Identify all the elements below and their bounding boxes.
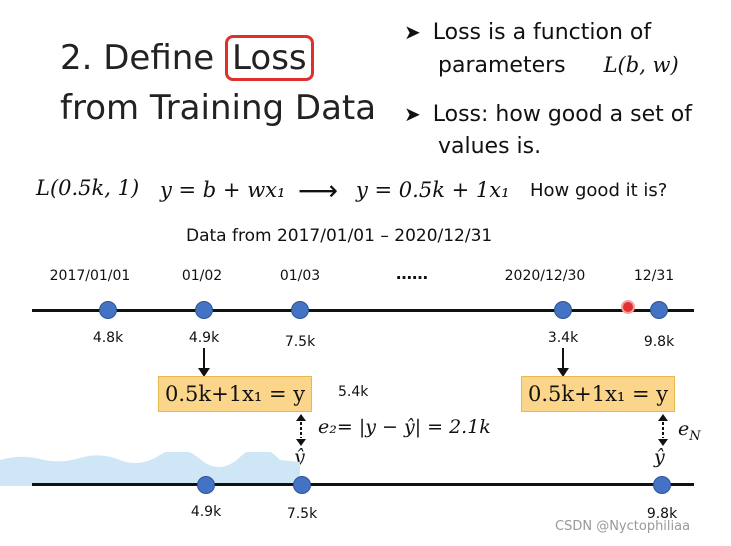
data-point — [554, 301, 572, 319]
data-point — [195, 301, 213, 319]
data-range-label: Data from 2017/01/01 – 2020/12/31 — [186, 226, 493, 246]
bullet-2: ➤ Loss: how good a set of values is. — [404, 98, 724, 163]
bullet-2-line2: values is. — [438, 134, 542, 159]
data-point — [653, 476, 671, 494]
model-prediction-box-left: 0.5k+1x₁ = y — [158, 376, 313, 412]
double-arrow-icon — [296, 414, 306, 446]
how-good-question: How good it is? — [530, 180, 668, 201]
date-label: 12/31 — [633, 268, 675, 284]
bullet-1-line2: parameters — [438, 53, 566, 78]
value-label: 4.8k — [92, 330, 124, 346]
loss-function-formula: L(b, w) — [603, 53, 679, 77]
data-point — [293, 476, 311, 494]
y-hat-label: ŷ — [654, 446, 665, 468]
value-label: 9.8k — [643, 334, 675, 350]
cursor-marker-icon — [621, 300, 635, 314]
bullet-1-line1: Loss is a function of — [432, 20, 652, 45]
bullet-1: ➤ Loss is a function of parameters L(b, w) — [404, 16, 724, 82]
error-en-label: eN — [678, 418, 701, 444]
data-point — [99, 301, 117, 319]
data-point — [291, 301, 309, 319]
right-arrow-icon: ⟶ — [298, 174, 339, 207]
bullet-2-line1: Loss: how good a set of — [432, 102, 692, 127]
value-label: 9.8k — [646, 506, 678, 522]
data-point — [650, 301, 668, 319]
error-en-subscript: N — [689, 428, 701, 444]
date-label: 2020/12/30 — [504, 268, 586, 284]
date-label: 01/03 — [279, 268, 321, 284]
bullet-arrow-icon: ➤ — [404, 20, 421, 44]
model-specific: y = 0.5k + 1x₁ — [356, 178, 510, 202]
model-prediction-box-right: 0.5k+1x₁ = y — [521, 376, 676, 412]
date-label: 01/02 — [181, 268, 223, 284]
date-label: 2017/01/01 — [49, 268, 131, 284]
error-e2-label: e₂= |y − ŷ| = 2.1k — [318, 416, 491, 438]
model-general: y = b + wx₁ — [160, 178, 286, 202]
value-label: 7.5k — [286, 506, 318, 522]
watermark: CSDN @Nyctophiliaa — [555, 519, 691, 534]
value-label: 4.9k — [188, 330, 220, 346]
title-loss-highlight: Loss — [225, 35, 314, 81]
down-arrow-icon — [198, 348, 210, 377]
double-arrow-icon — [658, 414, 668, 446]
loss-example: L(0.5k, 1) — [36, 176, 140, 200]
data-point — [197, 476, 215, 494]
y-hat-label: ŷ — [294, 446, 305, 468]
highlight-blob — [0, 452, 300, 486]
bullet-arrow-icon: ➤ — [404, 102, 421, 126]
title-line-1: 2. Define Loss — [60, 35, 314, 81]
error-en-base: e — [678, 418, 690, 440]
down-arrow-icon — [557, 348, 569, 377]
title-line-2: from Training Data — [60, 88, 377, 128]
ellipsis-label: …… — [396, 264, 428, 283]
prediction-output-label: 5.4k — [338, 384, 369, 400]
value-label: 3.4k — [547, 330, 579, 346]
top-timeline-line — [32, 309, 694, 312]
bottom-timeline-line — [32, 483, 694, 486]
title-prefix: 2. Define — [60, 38, 226, 78]
value-label: 4.9k — [190, 504, 222, 520]
value-label: 7.5k — [284, 334, 316, 350]
